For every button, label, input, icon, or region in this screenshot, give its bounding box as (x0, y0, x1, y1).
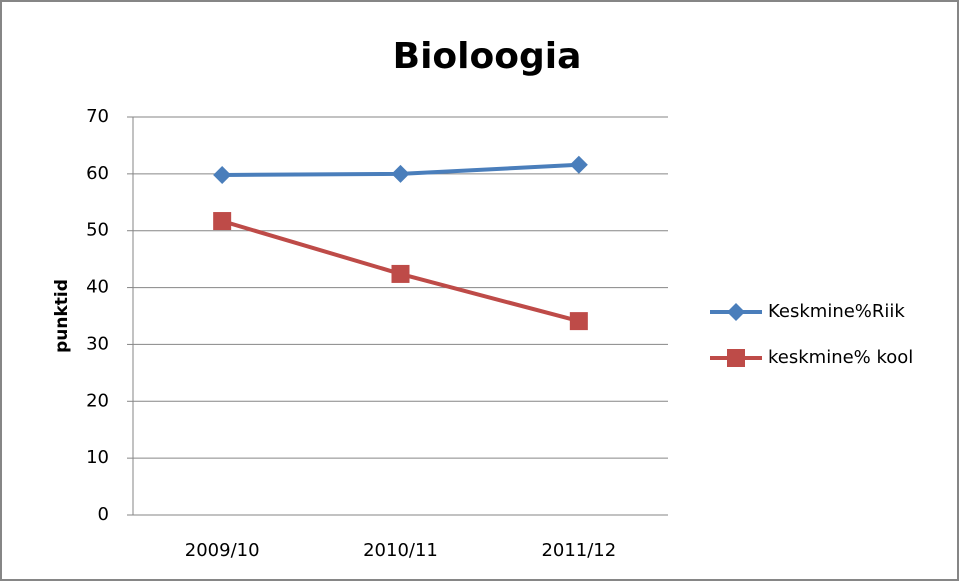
marker (213, 212, 232, 231)
marker (569, 312, 588, 331)
marker (727, 349, 745, 367)
marker (213, 165, 232, 184)
y-tick-label: 10 (86, 447, 109, 468)
y-tick-label: 50 (86, 220, 109, 241)
y-tick-label: 0 (98, 504, 109, 525)
marker (727, 303, 745, 321)
marker (391, 264, 410, 283)
x-tick-label: 2009/10 (185, 540, 260, 561)
legend-label: Keskmine%Riik (768, 301, 905, 322)
x-tick-label: 2010/11 (363, 540, 438, 561)
chart-title: Bioloogia (393, 36, 582, 77)
marker (391, 164, 410, 183)
legend-label: keskmine% kool (768, 347, 913, 368)
marker (569, 155, 588, 174)
y-tick-label: 60 (86, 163, 109, 184)
y-tick-label: 20 (86, 390, 109, 411)
y-tick-label: 30 (86, 333, 109, 354)
y-tick-label: 40 (86, 277, 109, 298)
y-axis-label: punktid (52, 279, 72, 353)
y-tick-label: 70 (86, 106, 109, 127)
x-tick-label: 2011/12 (541, 540, 616, 561)
